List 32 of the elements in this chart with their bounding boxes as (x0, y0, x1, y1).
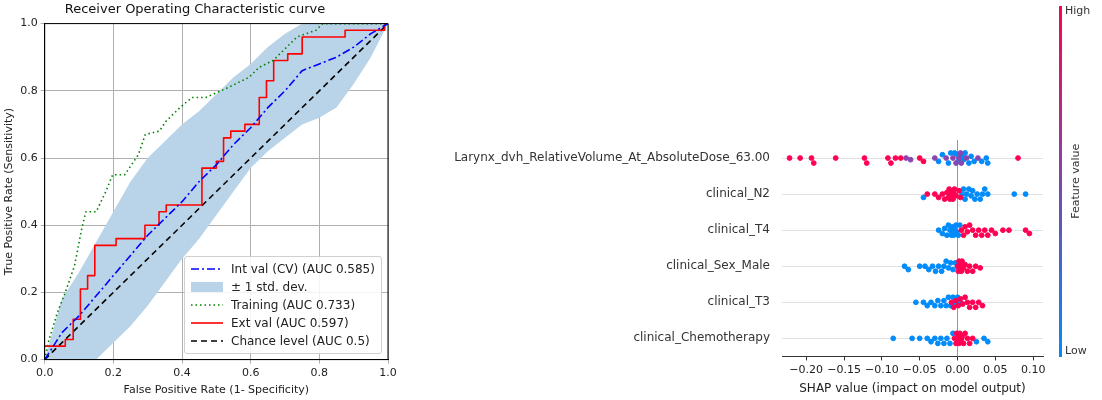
y-tick-label: Larynx_dvh_RelativeVolume_At_AbsoluteDose_63.00 (454, 150, 770, 165)
x-tick-label: 1.0 (379, 366, 397, 380)
legend-title: Feature value (1068, 143, 1082, 219)
y-tick-label: clinical_N2 (705, 186, 770, 201)
x-tick-label: 0.8 (310, 366, 329, 380)
y-tick-label: 0.2 (20, 285, 38, 299)
y-tick-label: 0.8 (20, 83, 38, 97)
y-axis-title: True Positive Rate (Sensitivity) (2, 107, 16, 277)
legend-label: Low (1065, 344, 1087, 358)
y-tick-label: 0.6 (20, 150, 38, 164)
x-tick-label: 0.05 (983, 362, 1008, 376)
x-tick-label: 0.00 (945, 362, 970, 376)
x-tick-label: −0.10 (865, 362, 899, 376)
y-tick-label: 1.0 (20, 16, 38, 30)
y-tick-label: 0.4 (20, 218, 38, 232)
x-tick-label: 0.6 (241, 366, 260, 380)
x-tick-label: −0.20 (789, 362, 824, 376)
chart-title: Receiver Operating Characteristic curve (64, 1, 326, 17)
y-tick-label: 0.0 (20, 352, 38, 366)
x-axis-title: False Positive Rate (1- Specificity) (123, 383, 310, 397)
y-tick-label: clinical_T3 (707, 294, 770, 309)
x-tick-label: 0.10 (1020, 362, 1046, 376)
x-tick-label: −0.15 (827, 362, 861, 376)
x-tick-label: −0.05 (902, 362, 937, 376)
x-tick-label: 0.0 (35, 366, 54, 380)
x-tick-label: 0.4 (173, 366, 191, 380)
y-tick-label: clinical_Chemotherapy (633, 330, 770, 345)
legend-label: High (1065, 3, 1091, 17)
x-axis-title: SHAP value (impact on model output) (799, 380, 1026, 395)
y-tick-label: clinical_T4 (707, 222, 770, 237)
x-tick-label: 0.2 (104, 366, 123, 380)
y-tick-label: clinical_Sex_Male (666, 258, 770, 273)
